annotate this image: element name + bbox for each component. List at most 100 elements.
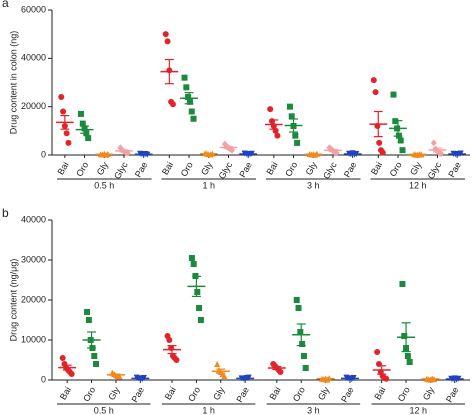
group-label: 3 h: [307, 180, 320, 190]
y-tick-label: 40000: [21, 53, 46, 63]
data-point: [166, 337, 173, 343]
group-label: 12 h: [409, 180, 427, 190]
x-tick-label: Oro: [283, 160, 299, 178]
data-point: [399, 147, 406, 154]
x-tick-label: Glyc: [112, 160, 130, 181]
y-tick-label: 20000: [21, 294, 46, 304]
data-point: [390, 91, 397, 98]
y-tick-label: 60000: [21, 4, 46, 14]
data-point: [164, 38, 171, 45]
data-point: [376, 139, 383, 146]
x-tick-label: Gly: [95, 160, 111, 177]
group-label: 1 h: [203, 180, 216, 190]
data-point: [190, 115, 197, 122]
x-tick-label: Bai: [369, 160, 384, 176]
x-tick-label: Oro: [291, 385, 307, 403]
data-point: [372, 89, 379, 96]
x-tick-label: Gly: [316, 385, 332, 402]
x-tick-label: Oro: [186, 385, 202, 403]
data-point: [297, 329, 304, 335]
x-tick-label: Glyc: [426, 160, 444, 181]
x-tick-label: Glyc: [321, 160, 339, 181]
data-point: [221, 373, 228, 379]
data-point: [288, 113, 295, 120]
data-point: [267, 106, 274, 113]
data-point: [116, 373, 123, 380]
x-tick-label: Oro: [388, 160, 404, 178]
x-tick-label: Bai: [160, 160, 175, 176]
data-point: [299, 341, 306, 347]
x-tick-label: Gly: [304, 160, 320, 177]
x-tick-label: Oro: [179, 160, 195, 178]
data-point: [300, 353, 307, 359]
y-axis-label: Drug content (ng/μg): [8, 259, 18, 342]
x-tick-label: Pae: [129, 385, 146, 404]
x-tick-label: Pae: [234, 385, 251, 404]
data-point: [84, 309, 91, 315]
group-label: 12 h: [409, 405, 427, 415]
data-point: [404, 353, 411, 359]
x-tick-label: Oro: [396, 385, 412, 403]
data-point: [399, 281, 406, 287]
data-point: [374, 349, 381, 355]
data-point: [294, 139, 301, 146]
data-point: [77, 110, 84, 117]
data-point: [183, 84, 190, 91]
y-tick-label: 20000: [21, 101, 46, 111]
y-tick-label: 30000: [21, 254, 46, 264]
x-tick-label: Bai: [58, 385, 73, 401]
x-tick-label: Gly: [199, 160, 215, 177]
data-point: [197, 317, 204, 323]
x-tick-label: Oro: [81, 385, 97, 403]
y-axis-label: Drug content in colon (ng): [8, 31, 18, 135]
x-tick-label: Pae: [339, 385, 356, 404]
data-point: [292, 132, 299, 139]
data-point: [169, 101, 176, 108]
data-point: [68, 371, 75, 377]
data-point: [194, 289, 201, 295]
group-label: 3 h: [307, 405, 320, 415]
data-point: [173, 357, 180, 363]
data-point: [59, 355, 66, 361]
data-point: [186, 98, 193, 105]
data-point: [277, 369, 284, 375]
x-tick-label: Pae: [237, 160, 254, 179]
data-point: [93, 361, 100, 367]
y-tick-label: 0: [41, 149, 46, 159]
x-tick-label: Pae: [133, 160, 150, 179]
data-point: [406, 359, 413, 365]
y-tick-label: 40000: [21, 214, 46, 224]
data-point: [401, 333, 408, 339]
x-tick-label: Gly: [211, 385, 227, 402]
x-tick-label: Bai: [264, 160, 279, 176]
data-point: [185, 94, 192, 100]
data-point: [181, 74, 188, 81]
data-point: [397, 137, 404, 144]
x-tick-label: Glyc: [217, 160, 235, 181]
panel-label: a: [2, 0, 9, 10]
x-tick-label: Gly: [106, 385, 122, 402]
x-tick-label: Gly: [408, 160, 424, 177]
data-point: [60, 108, 67, 115]
group-label: 0.5 h: [94, 405, 114, 415]
x-tick-label: Pae: [444, 385, 461, 404]
x-tick-label: Bai: [372, 385, 387, 401]
data-point: [370, 77, 377, 84]
group-label: 1 h: [202, 405, 215, 415]
data-point: [85, 317, 92, 323]
y-tick-label: 10000: [21, 334, 46, 344]
data-point: [274, 132, 281, 139]
x-tick-label: Bai: [55, 160, 70, 176]
data-point: [286, 103, 293, 110]
x-tick-label: Bai: [163, 385, 178, 401]
data-point: [188, 108, 195, 115]
x-tick-label: Oro: [74, 160, 90, 178]
data-point: [188, 255, 195, 261]
data-point: [293, 297, 300, 303]
data-point: [63, 130, 70, 137]
y-tick-label: 0: [41, 374, 46, 384]
data-point: [302, 365, 309, 371]
data-point: [190, 261, 197, 267]
panel-label: b: [2, 206, 9, 220]
